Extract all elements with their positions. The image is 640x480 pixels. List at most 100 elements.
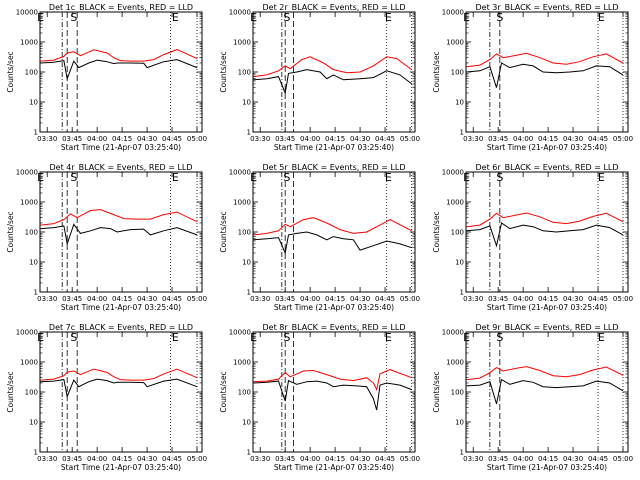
lld-series-line [466, 52, 624, 68]
y-tick-label: 10000 [442, 329, 464, 337]
event-marker-label: S [70, 11, 77, 24]
x-tick-label: 04:00 [87, 135, 107, 143]
event-marker-label: E [598, 331, 605, 344]
chart-panel: Det 2r_BLACK = Events, RED = LLD 1 10 100 10… [219, 3, 420, 152]
event-marker-label: S [283, 11, 290, 24]
y-tick-label: 1 [247, 449, 251, 457]
x-tick-label: 04:30 [563, 135, 583, 143]
lld-series-line [253, 217, 412, 236]
y-tick-label: 1 [247, 289, 251, 297]
y-tick-label: 1000 [446, 39, 464, 47]
event-marker-label: E [463, 11, 470, 24]
y-axis-label: Counts/sec [219, 371, 228, 412]
chart-panel: Det 7c_BLACK = Events, RED = LLD 1 10 100 10… [6, 323, 207, 472]
y-tick-label: 1000 [233, 39, 251, 47]
y-tick-label: 100 [25, 229, 38, 237]
plot-frame [39, 331, 203, 453]
event-marker-label: S [496, 171, 503, 184]
events-series-line [466, 378, 624, 405]
y-tick-label: 1000 [20, 359, 38, 367]
x-tick-label: 04:45 [162, 135, 182, 143]
x-tick-label: 04:45 [375, 455, 395, 463]
event-marker-label: E [463, 331, 470, 344]
event-marker-label: E [598, 11, 605, 24]
x-tick-label: 04:45 [162, 295, 182, 303]
y-axis-label: Counts/sec [6, 211, 15, 252]
event-marker-label: E [37, 11, 44, 24]
events-series-line [40, 59, 198, 81]
y-tick-label: 100 [238, 69, 251, 77]
x-axis-label: Start Time (21-Apr-07 03:25:40) [487, 143, 607, 152]
x-tick-label: 04:15 [112, 135, 132, 143]
x-tick-label: 04:30 [137, 455, 157, 463]
y-tick-label: 100 [238, 389, 251, 397]
x-tick-label: 04:15 [325, 295, 345, 303]
x-tick-label: 05:00 [613, 455, 633, 463]
x-tick-label: 04:00 [300, 135, 320, 143]
x-tick-label: 04:45 [588, 135, 608, 143]
event-marker-label: E [37, 331, 44, 344]
x-tick-label: 05:00 [187, 135, 207, 143]
events-series-line [40, 223, 198, 246]
event-marker-label: E [172, 11, 179, 24]
x-tick-label: 04:00 [87, 455, 107, 463]
lld-series-line [40, 368, 198, 381]
x-tick-label: 04:00 [87, 295, 107, 303]
y-tick-label: 1 [247, 129, 251, 137]
x-axis-label: Start Time (21-Apr-07 03:25:40) [274, 303, 394, 312]
y-tick-label: 1 [34, 449, 38, 457]
chart-panel: Det 6r_BLACK = Events, RED = LLD 1 10 100 10… [432, 163, 633, 312]
x-tick-label: 04:30 [350, 135, 370, 143]
y-tick-label: 1000 [233, 359, 251, 367]
y-tick-label: 1 [34, 289, 38, 297]
event-marker-label: S [70, 171, 77, 184]
x-tick-label: 05:00 [400, 455, 420, 463]
x-tick-label: 04:00 [513, 295, 533, 303]
chart-panel: Det 5r_BLACK = Events, RED = LLD 1 10 100 10… [219, 163, 420, 312]
x-tick-label: 04:15 [538, 135, 558, 143]
x-tick-label: 03:45 [275, 295, 295, 303]
x-axis-label: Start Time (21-Apr-07 03:25:40) [487, 463, 607, 472]
x-tick-label: 03:30 [250, 455, 270, 463]
event-marker-label: S [283, 171, 290, 184]
y-tick-label: 10000 [16, 329, 38, 337]
chart-panel: Det 9r_BLACK = Events, RED = LLD 1 10 100 10… [432, 323, 633, 472]
y-tick-label: 10 [29, 419, 38, 427]
x-tick-label: 04:30 [350, 455, 370, 463]
chart-panel: Det 3r_BLACK = Events, RED = LLD 1 10 100 10… [432, 3, 633, 152]
y-tick-label: 10000 [16, 9, 38, 17]
x-tick-label: 03:45 [62, 135, 82, 143]
y-tick-label: 1000 [233, 199, 251, 207]
chart-panel: Det 8r_BLACK = Events, RED = LLD 1 10 100 10… [219, 323, 420, 472]
plot-frame [465, 331, 629, 453]
x-tick-label: 03:30 [37, 295, 57, 303]
event-marker-label: E [463, 171, 470, 184]
chart-title: Det 6r_BLACK = Events, RED = LLD [475, 163, 618, 172]
y-tick-label: 10000 [442, 169, 464, 177]
event-marker-label: E [385, 11, 392, 24]
x-tick-label: 04:30 [137, 295, 157, 303]
x-tick-label: 05:00 [400, 135, 420, 143]
plot-frame [39, 171, 203, 293]
event-marker-label: E [250, 171, 257, 184]
y-tick-label: 10 [242, 99, 251, 107]
x-tick-label: 04:15 [112, 295, 132, 303]
events-series-line [466, 222, 624, 248]
x-tick-label: 04:30 [350, 295, 370, 303]
x-tick-label: 04:15 [325, 455, 345, 463]
y-tick-label: 100 [238, 229, 251, 237]
y-tick-label: 1 [460, 289, 464, 297]
y-axis-label: Counts/sec [6, 371, 15, 412]
x-tick-label: 04:45 [162, 455, 182, 463]
x-tick-label: 04:45 [588, 295, 608, 303]
chart-title: Det 4r_BLACK = Events, RED = LLD [49, 163, 192, 172]
chart-title: Det 2r_BLACK = Events, RED = LLD [262, 3, 405, 12]
x-tick-label: 03:30 [463, 295, 483, 303]
y-axis-label: Counts/sec [219, 51, 228, 92]
x-tick-label: 03:30 [250, 135, 270, 143]
x-tick-label: 03:45 [488, 135, 508, 143]
y-tick-label: 1 [460, 449, 464, 457]
y-tick-label: 10 [455, 259, 464, 267]
event-marker-label: E [37, 171, 44, 184]
